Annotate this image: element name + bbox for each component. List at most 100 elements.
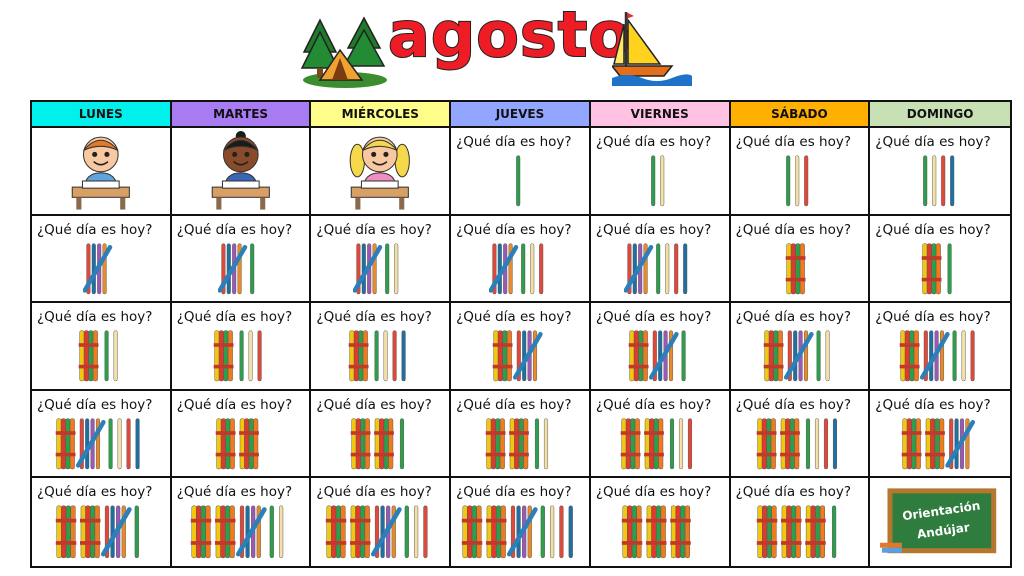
day-cell[interactable]: ¿Qué día es hoy? — [730, 215, 871, 304]
ten-stick-bundle-icon — [785, 242, 806, 294]
ten-stick-bundle-icon — [215, 418, 236, 470]
day-cell[interactable]: ¿Qué día es hoy? — [311, 478, 452, 566]
ten-stick-bundle-icon — [350, 418, 371, 470]
empty-day-cell — [32, 128, 172, 216]
ten-stick-bundle-icon — [78, 330, 99, 382]
camping-tent-trees-icon — [300, 16, 387, 88]
ten-stick-bundle-icon — [485, 505, 507, 559]
day-cell[interactable]: ¿Qué día es hoy? — [870, 391, 1010, 479]
day-cell[interactable]: ¿Qué día es hoy? — [171, 390, 312, 479]
ten-stick-bundle-icon — [645, 505, 667, 559]
day-cell[interactable]: ¿Qué día es hoy? — [730, 128, 871, 216]
ten-stick-bundle-icon — [348, 330, 369, 382]
single-stick-icon — [952, 330, 957, 382]
single-stick-icon — [423, 505, 428, 559]
single-stick-icon — [414, 505, 419, 559]
single-stick-icon — [970, 330, 975, 382]
day-cell[interactable]: ¿Qué día es hoy? — [171, 215, 312, 304]
day-header-7: DOMINGO — [870, 102, 1010, 128]
day-cell[interactable]: ¿Qué día es hoy? — [590, 303, 731, 391]
single-stick-icon — [135, 505, 140, 559]
day-cell[interactable]: ¿Qué día es hoy? — [172, 478, 312, 566]
single-stick-icon — [681, 330, 686, 382]
day-cell[interactable]: ¿Qué día es hoy? — [451, 478, 591, 566]
day-cell[interactable]: ¿Qué día es hoy? — [870, 128, 1010, 216]
single-stick-icon — [385, 242, 390, 294]
day-cell[interactable]: ¿Qué día es hoy? — [590, 390, 731, 479]
single-stick-icon — [568, 505, 573, 559]
five-stick-group-icon — [101, 505, 133, 559]
counting-sticks-icon — [756, 418, 837, 470]
ten-stick-bundle-icon — [55, 418, 76, 470]
single-stick-icon — [538, 242, 543, 294]
day-cell[interactable]: ¿Qué día es hoy? — [311, 215, 452, 304]
ten-stick-bundle-icon — [621, 418, 641, 470]
single-stick-icon — [405, 505, 410, 559]
ten-stick-bundle-icon — [80, 505, 101, 559]
day-question: ¿Qué día es hoy? — [316, 484, 432, 501]
ten-stick-bundle-icon — [215, 505, 236, 559]
day-cell[interactable]: ¿Qué día es hoy? — [870, 216, 1010, 304]
empty-day-cell — [311, 128, 452, 216]
day-cell[interactable]: ¿Qué día es hoy? — [730, 390, 871, 479]
ten-stick-bundle-icon — [238, 418, 259, 470]
single-stick-icon — [651, 155, 656, 207]
day-cell[interactable]: ¿Qué día es hoy? — [451, 390, 591, 479]
five-stick-group-icon — [513, 330, 543, 382]
day-question: ¿Qué día es hoy? — [735, 134, 851, 150]
five-stick-group-icon — [488, 242, 518, 294]
day-cell[interactable]: ¿Qué día es hoy? — [311, 303, 452, 391]
day-cell[interactable]: ¿Qué día es hoy? — [590, 128, 731, 216]
day-cell[interactable]: ¿Qué día es hoy? — [870, 303, 1010, 391]
ten-stick-bundle-icon — [213, 330, 234, 382]
counting-sticks-icon — [623, 242, 687, 294]
ten-stick-bundle-icon — [756, 418, 777, 470]
ten-stick-bundle-icon — [56, 505, 77, 559]
day-question: ¿Qué día es hoy? — [456, 134, 572, 150]
counting-sticks-icon — [621, 505, 691, 559]
day-cell[interactable]: ¿Qué día es hoy? — [32, 390, 172, 479]
day-question: ¿Qué día es hoy? — [456, 484, 572, 501]
single-stick-icon — [250, 242, 255, 294]
counting-sticks-icon — [191, 505, 284, 559]
counting-sticks-icon — [651, 155, 665, 207]
day-cell[interactable]: ¿Qué día es hoy? — [451, 128, 591, 216]
five-stick-group-icon — [236, 505, 268, 559]
single-stick-icon — [660, 155, 665, 207]
ten-stick-bundle-icon — [780, 505, 802, 559]
day-cell[interactable]: ¿Qué día es hoy? — [32, 215, 172, 304]
day-cell[interactable]: ¿Qué día es hoy? — [171, 303, 312, 391]
day-cell[interactable]: ¿Qué día es hoy? — [731, 478, 871, 566]
day-question: ¿Qué día es hoy? — [37, 484, 153, 501]
day-question: ¿Qué día es hoy? — [875, 134, 991, 150]
single-stick-icon — [664, 242, 669, 294]
single-stick-icon — [549, 505, 554, 559]
ten-stick-bundle-icon — [628, 330, 649, 382]
day-header-1: LUNES — [32, 102, 172, 128]
day-cell[interactable]: ¿Qué día es hoy? — [32, 303, 172, 391]
day-cell[interactable]: ¿Qué día es hoy? — [590, 215, 731, 304]
day-cell[interactable]: ¿Qué día es hoy? — [730, 303, 871, 391]
day-question: ¿Qué día es hoy? — [316, 396, 432, 413]
ten-stick-bundle-icon — [924, 418, 945, 470]
day-cell[interactable]: ¿Qué día es hoy? — [451, 215, 591, 304]
calendar-grid: LUNES MARTES MIÉRCOLES JUEVES VIERNES SÁBADO D… — [30, 100, 1012, 568]
single-stick-icon — [401, 330, 406, 382]
day-cell[interactable]: ¿Qué día es hoy? — [311, 390, 452, 479]
single-stick-icon — [825, 330, 830, 382]
day-cell[interactable]: ¿Qué día es hoy? — [32, 478, 172, 566]
ten-stick-bundle-icon — [901, 418, 922, 470]
counting-sticks-icon — [55, 418, 140, 470]
day-header-5: VIERNES — [590, 102, 731, 128]
counting-sticks-icon — [899, 330, 975, 382]
single-stick-icon — [558, 505, 564, 559]
day-cell[interactable]: ¿Qué día es hoy? — [591, 478, 731, 566]
child-at-desk-icon — [71, 136, 130, 210]
single-stick-icon — [540, 505, 545, 559]
single-stick-icon — [108, 418, 113, 470]
day-question: ¿Qué día es hoy? — [176, 221, 293, 238]
child-at-desk-icon — [211, 131, 270, 210]
single-stick-icon — [392, 330, 397, 382]
single-stick-icon — [679, 418, 684, 470]
day-cell[interactable]: ¿Qué día es hoy? — [451, 303, 591, 391]
